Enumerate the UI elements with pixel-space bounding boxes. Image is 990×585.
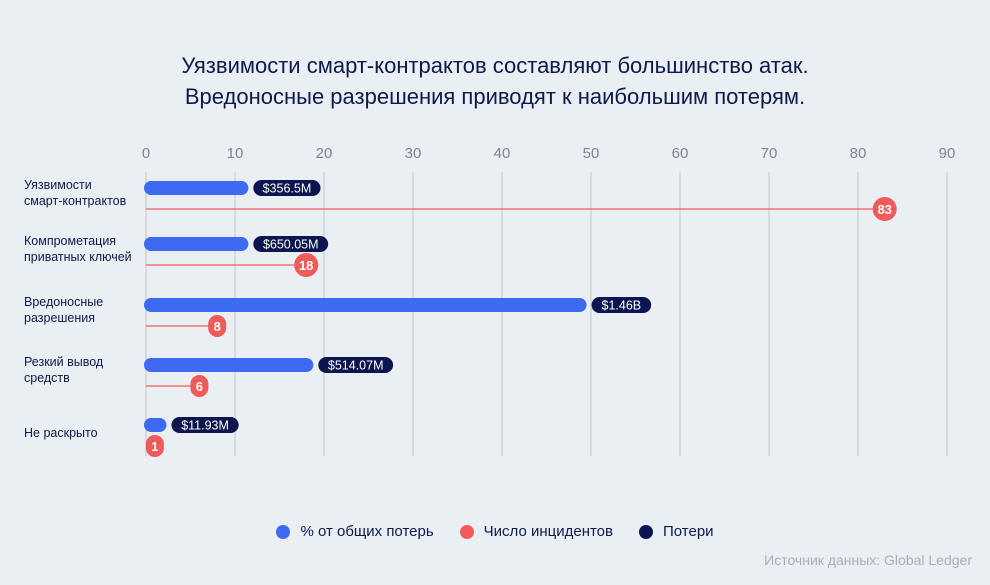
percent-bar-2 (144, 298, 587, 312)
loss-label-1: $650.05M (263, 238, 319, 252)
legend-label-percent: % от общих потерь (300, 523, 434, 540)
percent-bar-3 (144, 358, 314, 372)
title-line-2: Вредоносные разрешения приводят к наибол… (184, 84, 806, 109)
incident-label-4: 1 (151, 439, 158, 454)
legend-dot-incidents (459, 524, 474, 539)
legend-item-percent: % от общих потерь (276, 523, 434, 540)
axis-tick-label-70: 70 (761, 145, 778, 162)
category-label-3-0: Резкий вывод (24, 355, 104, 369)
incident-label-0: 83 (877, 202, 891, 217)
legend-item-losses: Потери (639, 523, 714, 540)
legend-dot-losses (639, 524, 653, 539)
category-label-3-1: средств (24, 371, 70, 385)
category-label-2-1: разрешения (24, 311, 95, 325)
loss-pill-0 (253, 180, 321, 196)
axis-tick-label-50: 50 (583, 145, 600, 162)
category-label-0-1: смарт-контрактов (24, 194, 127, 208)
percent-bar-0 (144, 181, 249, 195)
axis-tick-label-20: 20 (316, 145, 333, 162)
category-label-0-0: Уязвимости (24, 178, 92, 192)
incident-marker-3 (190, 375, 209, 397)
incident-label-1: 18 (299, 258, 313, 273)
incident-marker-2 (208, 315, 227, 337)
incident-marker-1 (294, 253, 319, 277)
chart-title: Уязвимости смарт-контрактов составляют б… (0, 50, 990, 112)
category-label-4-0: Не раскрыто (24, 426, 98, 440)
axis-tick-label-40: 40 (494, 145, 511, 162)
category-label-1-0: Компрометация (24, 234, 116, 248)
axis-tick-label-90: 90 (939, 145, 956, 162)
loss-label-3: $514.07M (328, 359, 384, 373)
axis-tick-label-10: 10 (227, 145, 244, 162)
axis-tick-label-30: 30 (405, 145, 422, 162)
percent-bar-4 (144, 418, 167, 432)
category-label-2-0: Вредоносные (24, 295, 103, 309)
legend: % от общих потерь Число инцидентов Потер… (0, 523, 990, 540)
incident-label-3: 6 (196, 379, 203, 394)
legend-dot-percent (276, 524, 291, 539)
category-label-1-1: приватных ключей (24, 250, 132, 264)
incident-marker-4 (145, 435, 164, 457)
legend-label-incidents: Число инцидентов (483, 523, 613, 540)
incident-label-2: 8 (214, 319, 221, 334)
loss-pill-4 (171, 417, 239, 433)
legend-item-incidents: Число инцидентов (459, 523, 613, 540)
axis-tick-label-0: 0 (142, 145, 150, 162)
legend-label-losses: Потери (663, 523, 714, 540)
incident-marker-0 (872, 197, 897, 221)
loss-pill-2 (591, 297, 652, 313)
loss-label-0: $356.5M (263, 182, 312, 196)
source-note: Источник данных: Global Ledger (764, 552, 972, 568)
percent-bar-1 (144, 237, 249, 251)
axis-tick-label-60: 60 (672, 145, 689, 162)
loss-pill-1 (253, 236, 329, 252)
loss-label-4: $11.93M (181, 419, 229, 433)
title-line-1: Уязвимости смарт-контрактов составляют б… (181, 53, 809, 78)
loss-label-2: $1.46B (602, 299, 642, 313)
loss-pill-3 (318, 357, 394, 373)
axis-tick-label-80: 80 (850, 145, 867, 162)
